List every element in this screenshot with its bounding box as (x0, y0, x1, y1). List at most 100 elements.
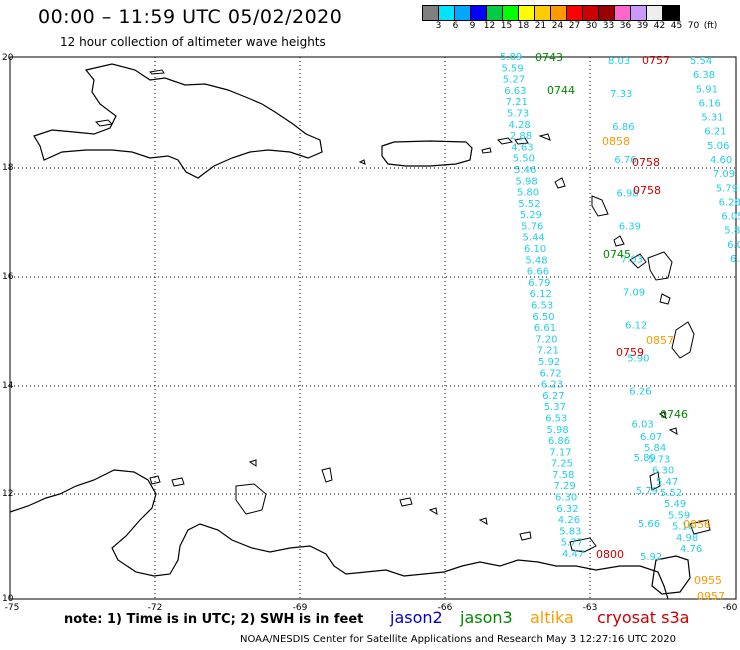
scale-swatch (631, 6, 647, 20)
track-left-value: 7.58 (552, 470, 574, 481)
scale-swatch (503, 6, 519, 20)
track-right-value: 7.33 (610, 89, 632, 100)
track-south-value: 5.16 (672, 522, 694, 533)
track-right-value: 6.03 (632, 420, 654, 431)
track-south-value: 5.73 (648, 454, 670, 465)
track-left-value: 7.21 (506, 97, 528, 108)
lon-label-69: -69 (292, 603, 308, 613)
track-south-value: 4.76 (680, 544, 702, 555)
lat-label-14: 14 (2, 381, 14, 391)
pass-time-altika: 0955 (694, 574, 722, 587)
track-left-value: 4.28 (509, 120, 531, 131)
lat-label-16: 16 (2, 272, 14, 282)
track-east-value: 5.8 (724, 226, 740, 237)
south-america-coast (9, 469, 669, 600)
track-east-value: 6.3 (730, 254, 740, 265)
track-left-value: 5.73 (507, 109, 529, 120)
pass-time-cryosat: 0757 (642, 54, 670, 67)
wave-height-color-scale (422, 5, 680, 21)
scale-tick-label: 12 (483, 21, 496, 31)
track-left-value: 5.50 (513, 154, 535, 165)
scale-swatch (551, 6, 567, 20)
small-islands (248, 133, 711, 541)
track-left-value: 7.25 (551, 459, 573, 470)
track-right-value: 5.90 (627, 354, 649, 365)
track-left-value: 6.53 (531, 301, 553, 312)
track-left-value: 6.66 (527, 267, 549, 278)
track-left-value: 5.98 (547, 425, 569, 436)
track-right-value: 6.76 (614, 155, 636, 166)
track-east-value: 7.09 (713, 169, 735, 180)
scale-swatch (423, 6, 439, 20)
track-east-value: 6.0 (727, 240, 740, 251)
scale-swatch (519, 6, 535, 20)
scale-tick-label: 70 (687, 21, 700, 31)
scale-swatch (455, 6, 471, 20)
track-left-value: 6.30 (555, 493, 577, 504)
track-right-value: 5.66 (638, 519, 660, 530)
map-frame (9, 56, 737, 600)
scale-tick-label: 15 (500, 21, 513, 31)
track-east-value: 6.16 (699, 98, 721, 109)
pass-time-cryosat: 0758 (632, 156, 660, 169)
scale-tick-label: 39 (636, 21, 649, 31)
track-left-value: 6.61 (534, 323, 556, 334)
track-left-value: 6.12 (530, 289, 552, 300)
pass-time-cryosat: 0759 (616, 346, 644, 359)
track-east-value: 5.79 (716, 183, 738, 194)
pass-time-altika: 0858 (602, 135, 630, 148)
track-left-value: 7.29 (554, 481, 576, 492)
legend-jason2: jason2 (390, 608, 443, 627)
track-right-value: 7.03 (621, 254, 643, 265)
track-east-value: 5.91 (696, 84, 718, 95)
track-south-value: 5.84 (644, 443, 666, 454)
track-left-value: 6.63 (504, 86, 526, 97)
scale-tick-label: 42 (653, 21, 666, 31)
track-east-value: 4.60 (710, 155, 732, 166)
scale-swatch (471, 6, 487, 20)
track-east-value: 6.05 (721, 212, 740, 223)
scale-swatch (599, 6, 615, 20)
track-left-value: 5.37 (544, 402, 566, 413)
altimeter-tracks: 5.895.595.276.637.215.734.282.884.635.50… (500, 52, 740, 563)
track-left-value: 6.23 (541, 380, 563, 391)
graticule (10, 57, 736, 599)
legend-altika: altika (530, 608, 574, 627)
scale-tick-label: 21 (534, 21, 547, 31)
track-left-value: 6.10 (524, 244, 546, 255)
track-left-value: 5.44 (523, 233, 545, 244)
track-south-value: 5.47 (656, 477, 678, 488)
track-left-value: 5.46 (514, 165, 536, 176)
track-right-value: 6.86 (612, 122, 634, 133)
track-left-value: 5.52 (518, 199, 540, 210)
track-east-value: 6.38 (693, 70, 715, 81)
track-south-value: 6.07 (640, 432, 662, 443)
scale-tick-label: 27 (568, 21, 581, 31)
track-right-value: 5.79 (636, 486, 658, 497)
track-left-value: 6.72 (540, 368, 562, 379)
hispaniola-coast (33, 63, 323, 179)
scale-tick-label: 18 (517, 21, 530, 31)
scale-tick-label: 45 (670, 21, 683, 31)
track-left-value: 7.17 (549, 447, 571, 458)
pass-time-cryosat: 0758 (633, 184, 661, 197)
pass-time-jason3: 0744 (547, 84, 575, 97)
lon-label-63: -63 (582, 603, 598, 613)
track-left-value: 6.53 (545, 414, 567, 425)
color-scale-labels: 3 6 9 12 15 18 21 24 27 30 33 36 39 42 45 70 (ft) (430, 21, 719, 31)
map-title: 00:00 – 11:59 UTC 05/02/2020 (38, 6, 343, 28)
track-left-value: 5.98 (516, 176, 538, 187)
lat-label-12: 12 (2, 489, 14, 499)
track-right-value: 6.12 (625, 321, 647, 332)
track-left-value: 5.27 (503, 75, 525, 86)
track-left-value: 2.88 (510, 131, 532, 142)
scale-swatch (487, 6, 503, 20)
track-left-value: 7.20 (535, 334, 557, 345)
track-right-value: 6.98 (617, 188, 639, 199)
track-south-value: 5.52 (660, 488, 682, 499)
pass-time-labels: 0743 0744 0745 0746 0757 0758 0758 0759 0800 0858… (535, 51, 725, 603)
scale-tick-label: 30 (585, 21, 598, 31)
lat-label-10: 10 (2, 594, 14, 604)
scale-tick-label: (ft) (703, 21, 718, 31)
